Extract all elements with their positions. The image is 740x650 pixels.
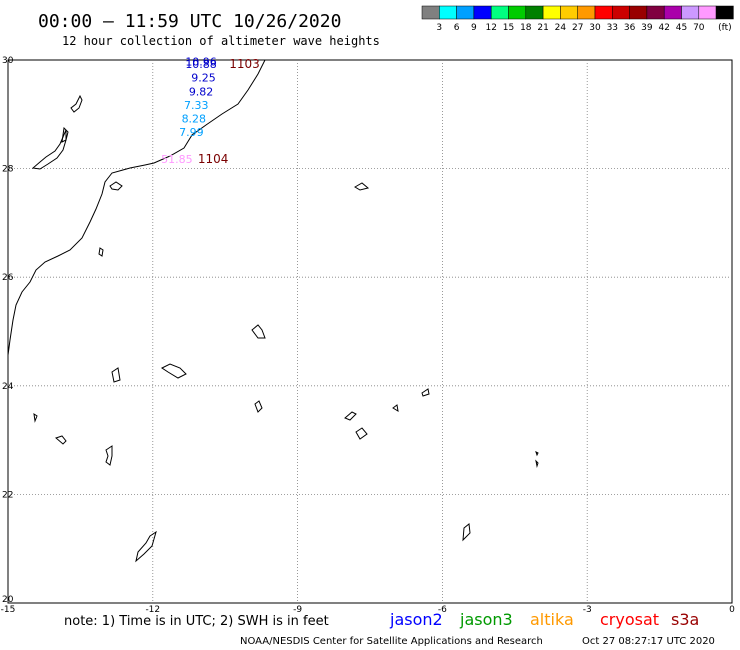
scale-swatch [525,5,544,20]
scale-label: 27 [572,23,583,33]
scale-label: 15 [503,23,514,33]
satellite-altika: altika [530,610,574,629]
scale-swatch [560,5,578,20]
island-6 [161,363,187,379]
swh-value: 7.33 [184,99,209,112]
scale-label: 24 [555,23,567,33]
swh-value: 9.82 [189,85,214,98]
scale-swatch [646,5,665,20]
page-title: 00:00 – 11:59 UTC 10/26/2020 [38,11,341,32]
track-labels: 1103 1104 [198,57,260,166]
y-tick-label: 26 [2,273,14,283]
scale-label: 33 [607,23,618,33]
island-10 [421,388,430,397]
page-subtitle: 12 hour collection of altimeter wave hei… [62,34,380,48]
island-17 [462,523,471,542]
scale-unit: (ft) [718,23,732,33]
footer-credit: NOAA/NESDIS Center for Satellite Applica… [240,636,543,647]
scale-swatch [715,5,734,20]
x-tick-label: -6 [438,605,447,615]
island-9 [392,404,399,412]
scale-label: 6 [454,23,460,33]
y-tick-label: 24 [2,382,14,392]
satellite-jason3: jason3 [459,610,513,629]
scale-label: 45 [676,23,687,33]
scale-swatch [698,5,717,20]
footer-timestamp: Oct 27 08:27:17 UTC 2020 [582,636,715,647]
swh-value: 51.85 [161,153,193,166]
y-tick-label: 22 [2,490,13,500]
scale-label: 21 [537,23,548,33]
x-tick-label: 0 [729,605,735,615]
island-fuerteventura-north [61,126,69,143]
island-5 [111,367,121,383]
y-tick-label: 20 [2,595,14,605]
island-14 [105,445,113,466]
scale-label: 9 [471,23,477,33]
scale-label: 3 [436,23,442,33]
swh-value: 10.96 [185,55,217,68]
island-8 [344,411,357,421]
island-13 [55,435,67,445]
swh-value: 7.99 [179,126,204,139]
scale-label: 30 [589,23,601,33]
scale-swatch [439,5,457,20]
island-2 [354,182,370,191]
footer-note: note: 1) Time is in UTC; 2) SWH is in fe… [64,614,329,629]
satellite-legend: jason2 jason3 altika cryosat s3a [389,610,699,629]
color-scale: 3 6 9 12 15 18 21 24 27 30 33 36 39 42 45 70 (ft) [421,5,734,33]
scale-swatch [577,5,596,20]
track-number: 1103 [229,57,260,71]
island-16 [535,459,539,468]
island-15 [535,451,539,457]
scale-swatch [421,5,440,20]
scale-swatch [473,5,492,20]
scale-label: 18 [520,23,532,33]
island-fuerteventura [31,129,67,170]
scale-swatch [663,5,682,20]
map-grid: -15 -12 -9 -6 -3 0 30 28 26 24 22 20 [1,56,735,615]
x-tick-label: -3 [583,605,592,615]
scale-swatch [681,5,700,20]
island-12 [33,412,38,423]
satellite-jason2: jason2 [389,610,443,629]
scale-swatch [612,5,630,20]
y-tick-label: 30 [2,56,14,66]
swh-value: 9.25 [191,72,216,85]
swh-value: 10.88 [185,58,217,71]
island-1 [109,181,123,191]
scale-label: 70 [693,23,705,33]
scale-label: 39 [641,23,653,33]
island-7 [254,400,263,413]
scale-label: 12 [485,23,496,33]
x-tick-label: -12 [145,605,160,615]
coastline [7,59,266,356]
island-4 [251,324,266,339]
island-11 [355,427,368,440]
scale-swatch [629,5,648,20]
y-tick-label: 28 [2,165,14,175]
x-tick-label: -15 [1,605,16,615]
island-lanzarote [70,94,83,113]
swh-value: 8.28 [182,112,207,125]
island-18 [135,530,157,563]
satellite-cryosat: cryosat [600,610,659,629]
scale-swatch [490,5,509,20]
scale-label: 42 [658,23,669,33]
scale-swatch [542,5,561,20]
map-frame [7,59,733,604]
satellite-s3a: s3a [671,610,699,629]
island-3 [98,247,104,257]
scale-swatch [508,5,527,20]
scale-label: 36 [624,23,636,33]
x-tick-label: -9 [293,605,302,615]
track-number: 1104 [198,152,229,166]
scale-swatch [594,5,613,20]
islands [31,94,539,563]
scale-swatch [456,5,475,20]
